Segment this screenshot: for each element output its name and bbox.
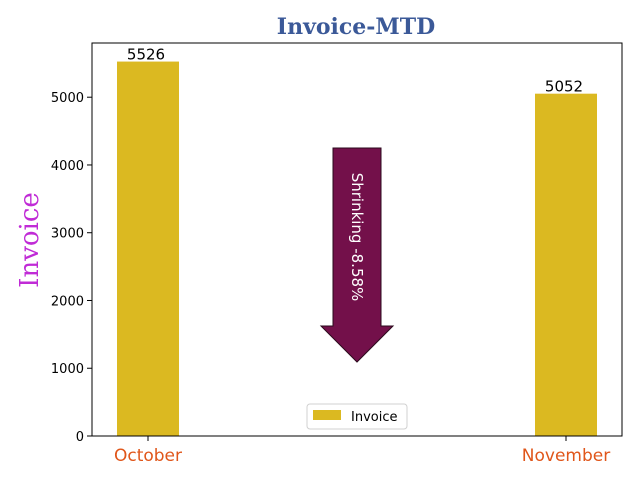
y-tick-label: 4000	[51, 159, 84, 174]
data-labels: 5526 5052	[127, 46, 583, 96]
y-tick-label: 1000	[51, 362, 84, 377]
data-label: 5052	[545, 78, 583, 96]
chart-title: Invoice-MTD	[277, 14, 435, 40]
shrinking-annotation: Shrinking -8.58%	[319, 147, 395, 363]
annotation-text: Shrinking -8.58%	[348, 173, 366, 302]
bar-november	[535, 93, 597, 437]
shrinking-arrow-icon	[319, 147, 395, 363]
y-tick-label: 2000	[51, 294, 84, 309]
x-tick-label: November	[522, 446, 610, 466]
legend-swatch	[313, 410, 341, 420]
y-tick-label: 3000	[51, 227, 84, 242]
bar-october	[117, 61, 179, 437]
data-label: 5526	[127, 46, 165, 64]
axes-frame	[91, 42, 623, 437]
y-axis-ticks: 0 1000 2000 3000 4000 5000	[51, 91, 92, 445]
y-axis-label: Invoice	[15, 192, 45, 288]
x-tick-label: October	[114, 446, 182, 466]
legend-label: Invoice	[351, 410, 397, 425]
y-tick-label: 0	[76, 430, 84, 445]
x-axis-ticks: October November	[114, 436, 610, 466]
legend: Invoice	[306, 403, 408, 430]
bars	[117, 61, 597, 437]
y-tick-label: 5000	[51, 91, 84, 106]
